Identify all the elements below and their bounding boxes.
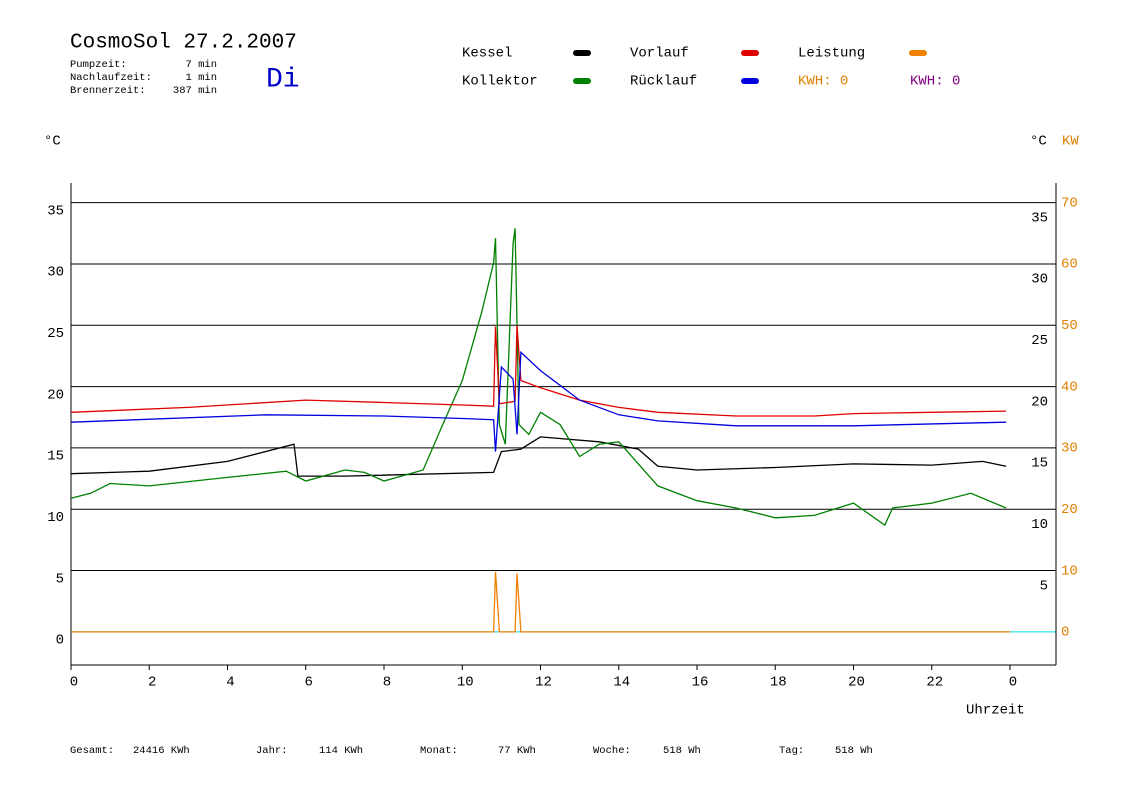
info-value: 7 min [185,59,217,71]
series-line [70,228,1007,527]
footer-value: 518 Wh [663,745,701,757]
kwh-label: KWH: 0 [798,74,848,90]
x-tick-label: 8 [383,675,391,691]
y-tick-label: 30 [47,265,64,281]
y-tick-label: 35 [47,203,64,219]
info-label: Pumpzeit: [70,59,127,71]
x-tick-label: 10 [457,675,474,691]
y-right-tick-label: 5 [1040,578,1048,594]
footer-label: Monat: [420,745,458,757]
footer-label: Jahr: [256,745,288,757]
y-axis-label: °C [44,134,61,150]
footer-value: 518 Wh [835,745,873,757]
x-tick-label: 18 [770,675,787,691]
y-right-tick-label: 35 [1031,210,1048,226]
weekday: Di [266,64,300,95]
y-right-tick-label: 10 [1031,517,1048,533]
x-tick-label: 16 [692,675,709,691]
y2-tick-label: 20 [1061,502,1078,518]
y-tick-label: 20 [47,387,64,403]
y-right-tick-label: 15 [1031,456,1048,472]
x-tick-label: 0 [1009,675,1017,691]
y2-tick-label: 30 [1061,441,1078,457]
info-label: Nachlaufzeit: [70,72,152,84]
info-value: 1 min [185,72,217,84]
footer-label: Gesamt: [70,745,114,757]
legend-label: Leistung [798,46,865,62]
y-right-tick-label: 25 [1031,333,1048,349]
y-tick-label: 10 [47,510,64,526]
y2-tick-label: 40 [1061,379,1078,395]
footer-value: 77 KWh [498,745,536,757]
footer-label: Tag: [779,745,804,757]
y2-tick-label: 70 [1061,195,1078,211]
x-tick-label: 0 [70,675,78,691]
y-tick-label: 25 [47,326,64,342]
y-right-tick-label: 30 [1031,272,1048,288]
legend-label: Kollektor [462,74,538,90]
y2-tick-label: 50 [1061,318,1078,334]
x-tick-label: 22 [926,675,943,691]
y-right-tick-label: 20 [1031,394,1048,410]
y2-tick-label: 10 [1061,563,1078,579]
kwh-label: KWH: 0 [910,74,960,90]
y2-axis-label-c: °C [1030,134,1047,150]
footer-label: Woche: [593,745,631,757]
info-label: Brennerzeit: [70,85,146,97]
x-tick-label: 4 [226,675,234,691]
series-line [70,325,1007,417]
y-tick-label: 5 [56,571,64,587]
info-value: 387 min [173,85,217,97]
y2-axis-label: KW [1062,134,1079,150]
x-tick-label: 6 [305,675,313,691]
footer-value: 24416 KWh [133,745,190,757]
series-line [70,350,1007,452]
x-tick-label: 14 [613,675,630,691]
chart-title: CosmoSol 27.2.2007 [70,32,297,55]
footer-value: 114 KWh [319,745,363,757]
y2-tick-label: 0 [1061,625,1069,641]
series-line [70,436,1007,477]
x-tick-label: 12 [535,675,552,691]
x-axis-label: Uhrzeit [966,703,1025,719]
legend-label: Vorlauf [630,46,689,62]
x-tick-label: 20 [848,675,865,691]
y-tick-label: 15 [47,449,64,465]
y2-tick-label: 60 [1061,257,1078,273]
legend-label: Kessel [462,46,512,62]
legend-label: Rücklauf [630,74,697,90]
x-tick-label: 2 [148,675,156,691]
y-tick-label: 0 [56,633,64,649]
series-line [71,571,1010,633]
